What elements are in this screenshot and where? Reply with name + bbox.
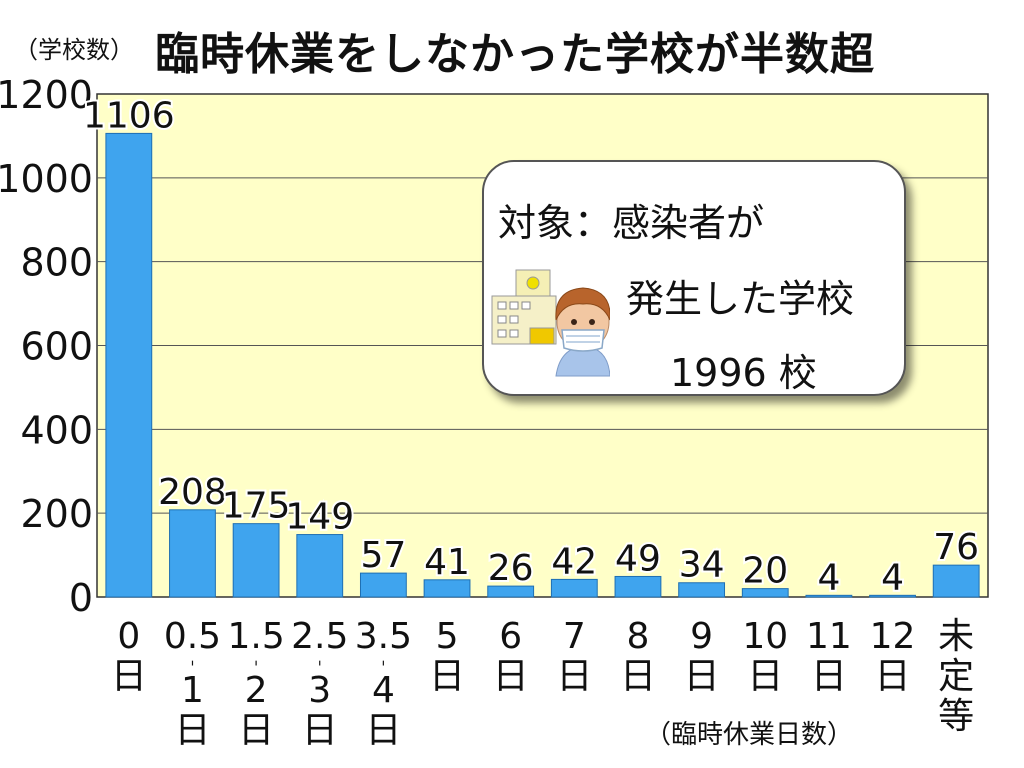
x-tick-label: ˈ — [254, 658, 259, 679]
x-tick-label: 1 — [181, 670, 204, 711]
data-label: 26 — [488, 548, 534, 589]
x-tick-label: 6 — [499, 616, 522, 657]
bar — [932, 564, 980, 598]
data-label: 57 — [360, 535, 406, 576]
bar — [869, 594, 916, 598]
bar — [105, 132, 153, 598]
x-tick-label: 日 — [556, 656, 592, 697]
chart-title: 臨時休業をしなかった学校が半数超 — [155, 29, 875, 80]
x-tick-label: 日 — [111, 656, 147, 697]
y-tick-label: 800 — [20, 241, 93, 285]
x-tick-label: 7 — [563, 616, 586, 657]
x-tick-label: 4 — [372, 670, 395, 711]
bar — [805, 594, 853, 598]
x-tick-label: ˈ — [190, 658, 195, 679]
data-label: 208 — [158, 472, 227, 513]
x-tick-label: 未 — [938, 616, 974, 657]
x-tick-label: 日 — [811, 656, 847, 697]
callout-line-3: 1996 校 — [670, 351, 817, 395]
data-label: 34 — [679, 545, 725, 586]
bar — [678, 582, 726, 598]
x-tick-label: 3 — [308, 670, 331, 711]
x-tick-label: 日 — [365, 710, 401, 751]
x-tick-label: 2.5 — [291, 616, 348, 657]
bar — [487, 585, 535, 598]
x-tick-label: 0.5 — [164, 616, 221, 657]
x-tick-label: 3.5 — [355, 616, 412, 657]
x-tick-label: 日 — [684, 656, 720, 697]
x-tick-label: 10 — [742, 616, 788, 657]
x-tick-label: 12 — [870, 616, 916, 657]
bar — [169, 509, 216, 598]
x-tick-label: 11 — [806, 616, 852, 657]
x-tick-label: 0 — [117, 616, 140, 657]
bar — [359, 572, 407, 598]
y-tick-label: 0 — [69, 576, 93, 620]
data-label: 175 — [222, 486, 291, 527]
bar — [232, 523, 280, 598]
x-tick-label: 日 — [174, 710, 210, 751]
y-tick-label: 600 — [20, 325, 93, 369]
bar — [550, 578, 598, 598]
school-and-masked-person-icon — [491, 269, 610, 377]
data-label: 1106 — [83, 95, 175, 136]
data-label: 4 — [817, 557, 840, 598]
y-tick-label: 400 — [20, 408, 93, 452]
x-tick-label: 5 — [436, 616, 459, 657]
data-label: 41 — [424, 542, 470, 583]
data-label: 49 — [615, 538, 661, 579]
data-label: 149 — [285, 497, 354, 538]
bar — [614, 575, 662, 598]
x-tick-label: 日 — [302, 710, 338, 751]
y-axis-unit-label: （学校数） — [14, 36, 134, 64]
x-tick-label: 1.5 — [227, 616, 284, 657]
x-tick-label: 日 — [620, 656, 656, 697]
y-tick-label: 200 — [20, 492, 93, 536]
y-tick-label: 1200 — [0, 73, 93, 117]
x-tick-label: 日 — [238, 710, 274, 751]
x-tick-label: 日 — [875, 656, 911, 697]
x-tick-label: 9 — [690, 616, 713, 657]
x-tick-label: 8 — [627, 616, 650, 657]
x-tick-label: 等 — [938, 696, 974, 737]
bar — [423, 579, 471, 598]
x-tick-label: 日 — [747, 656, 783, 697]
bar — [296, 534, 344, 598]
data-label: 20 — [742, 551, 788, 592]
data-label: 42 — [551, 541, 597, 582]
x-tick-label: 日 — [493, 656, 529, 697]
callout-line-2: 発生した学校 — [626, 277, 855, 321]
callout-box: 対象：感染者が 発生した学校 1996 校 — [482, 160, 906, 396]
callout-line-1: 対象：感染者が — [498, 201, 765, 245]
x-axis-unit-label: （臨時休業日数） — [645, 720, 854, 750]
data-label: 4 — [881, 557, 904, 598]
data-label: 76 — [933, 527, 979, 568]
x-tick-label: 日 — [429, 656, 465, 697]
bar — [741, 588, 789, 598]
x-tick-label: ˈ — [317, 658, 322, 679]
x-tick-label: 定 — [938, 656, 974, 697]
x-tick-label: 2 — [245, 670, 268, 711]
y-tick-label: 1000 — [0, 157, 93, 201]
x-tick-label: ˈ — [381, 658, 386, 679]
